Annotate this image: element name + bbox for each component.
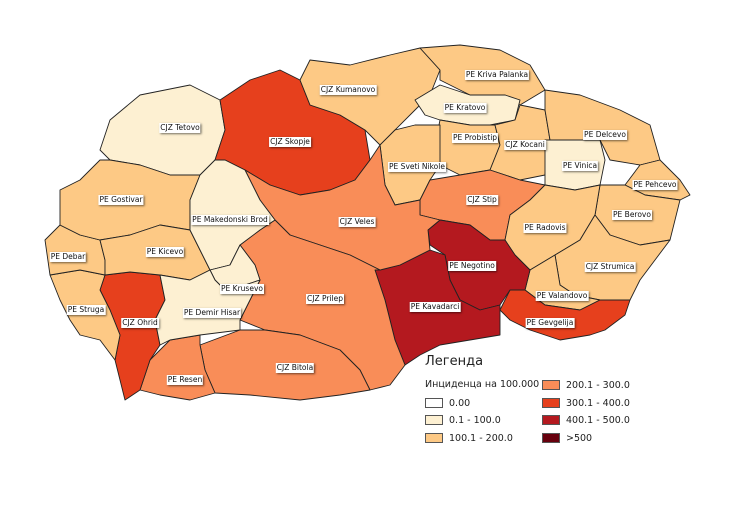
legend-item: >500 — [542, 432, 592, 444]
region-label-cjz-strumica: CJZ Strumica — [584, 262, 636, 272]
legend-item: 400.1 - 500.0 — [542, 414, 630, 426]
region-label-pe-kriva-palanka: PE Kriva Palanka — [464, 70, 530, 80]
region-label-pe-struga: PE Struga — [66, 305, 106, 315]
region-label-pe-kavadarci: PE Kavadarci — [409, 302, 461, 312]
region-label-pe-delcevo: PE Delcevo — [583, 130, 627, 140]
legend-item: 300.1 - 400.0 — [542, 397, 630, 409]
legend-title: Легенда — [425, 354, 484, 369]
region-label-pe-vinica: PE Vinica — [561, 161, 599, 171]
legend-label: 200.1 - 300.0 — [566, 379, 630, 391]
legend-label: >500 — [566, 432, 593, 444]
region-label-cjz-kocani: CJZ Kocani — [504, 140, 546, 150]
region-label-pe-resen: PE Resen — [166, 375, 204, 385]
legend-swatch — [542, 415, 560, 425]
legend-swatch — [425, 398, 443, 408]
region-label-cjz-ohrid: CJZ Ohrid — [121, 318, 159, 328]
region-label-pe-valandovo: PE Valandovo — [535, 291, 589, 301]
region-label-cjz-kumanovo: CJZ Kumanovo — [319, 85, 377, 95]
region-label-pe-kratovo: PE Kratovo — [443, 103, 487, 113]
region-label-pe-probistip: PE Probistip — [451, 133, 499, 143]
region-label-pe-kicevo: PE Kicevo — [145, 247, 185, 257]
region-label-pe-gostivar: PE Gostivar — [98, 195, 144, 205]
legend-swatch — [542, 433, 560, 443]
region-label-pe-radovis: PE Radovis — [523, 223, 567, 233]
legend-item: 0.1 - 100.0 — [425, 414, 501, 426]
legend-item: 100.1 - 200.0 — [425, 432, 513, 444]
legend-label: 100.1 - 200.0 — [449, 432, 513, 444]
region-label-pe-krusevo: PE Krusevo — [220, 284, 264, 294]
legend-subtitle: Инциденца на 100.000 — [425, 379, 540, 390]
region-pe-delcevo — [544, 89, 661, 166]
region-label-pe-gevgelija: PE Gevgelija — [525, 318, 575, 328]
legend-item: 0.00 — [425, 397, 470, 409]
legend-item: 200.1 - 300.0 — [542, 379, 630, 391]
legend-label: 400.1 - 500.0 — [566, 414, 630, 426]
legend-label: 0.00 — [449, 397, 471, 409]
legend-swatch — [542, 398, 560, 408]
region-label-pe-berovo: PE Berovo — [612, 210, 652, 220]
region-label-cjz-veles: CJZ Veles — [338, 217, 376, 227]
legend-label: 0.1 - 100.0 — [449, 414, 501, 426]
legend-swatch — [542, 380, 560, 390]
region-label-pe-negotino: PE Negotino — [448, 261, 496, 271]
legend: Легенда Инциденца на 100.000 0.00 0.1 - 1… — [425, 354, 645, 462]
legend-swatch — [425, 433, 443, 443]
region-label-pe-debar: PE Debar — [49, 252, 87, 262]
region-label-cjz-bitola: CJZ Bitola — [275, 363, 315, 373]
legend-label: 300.1 - 400.0 — [566, 397, 630, 409]
region-label-cjz-skopje: CJZ Skopje — [269, 137, 311, 147]
legend-swatch — [425, 415, 443, 425]
region-label-pe-demir-hisar: PE Demir Hisar — [182, 308, 242, 318]
region-label-pe-sveti-nikole: PE Sveti Nikole — [388, 162, 446, 172]
region-label-cjz-stip: CJZ Stip — [466, 195, 498, 205]
region-label-cjz-prilep: CJZ Prilep — [306, 294, 344, 304]
region-label-pe-makedonski-brod: PE Makedonski Brod — [191, 215, 269, 225]
region-label-cjz-tetovo: CJZ Tetovo — [159, 123, 201, 133]
region-label-pe-pehcevo: PE Pehcevo — [632, 180, 678, 190]
